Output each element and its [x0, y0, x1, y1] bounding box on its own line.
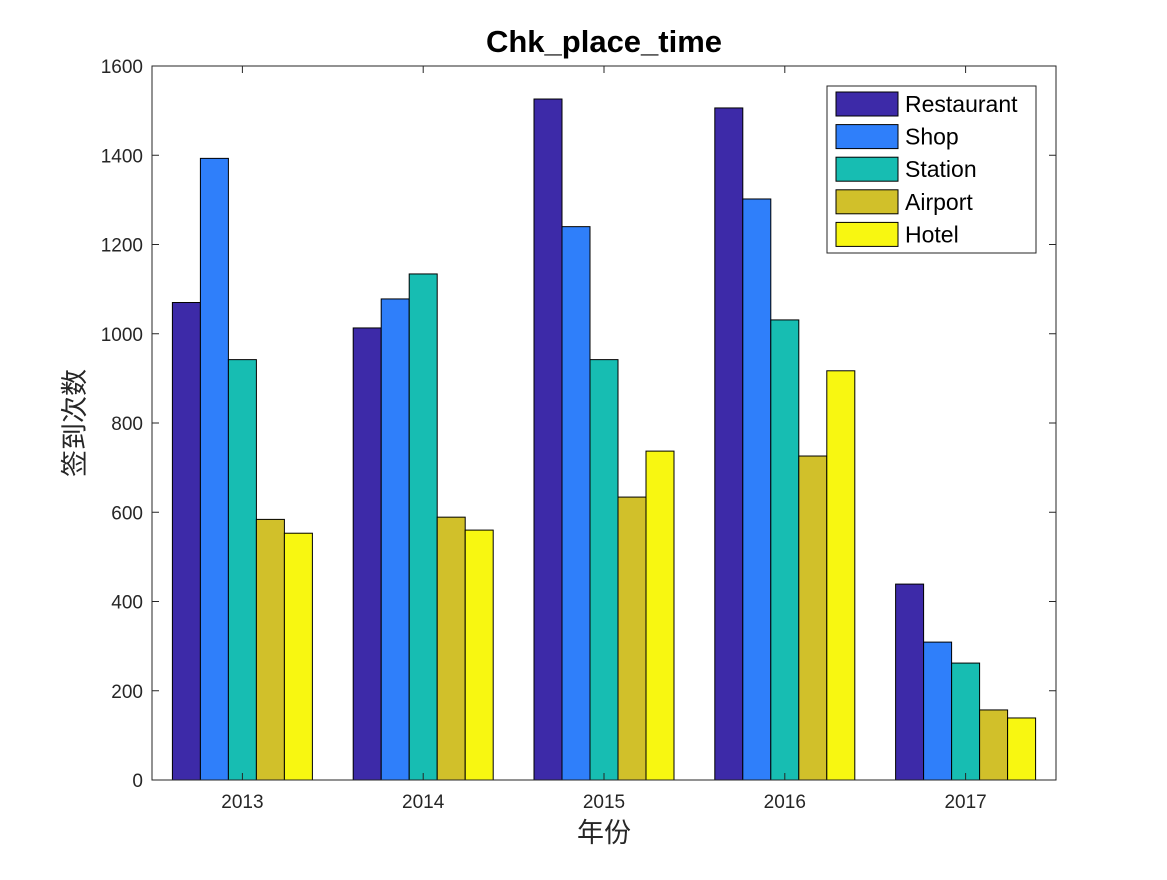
bar-airport-2017: [979, 709, 1009, 781]
legend-label-restaurant: Restaurant: [905, 91, 1018, 117]
y-tick-label: 0: [132, 771, 143, 792]
y-tick-label: 200: [111, 682, 143, 703]
legend: Restaurant Shop Station Airport Hotel: [826, 85, 1037, 254]
bar-station-2014: [408, 273, 438, 781]
bar-station-2016: [770, 319, 800, 781]
legend-swatch-hotel: [835, 221, 899, 247]
legend-label-station: Station: [905, 156, 977, 182]
y-tick-label: 1000: [101, 325, 143, 346]
bar-restaurant-2014: [352, 327, 382, 781]
bars-layer: [171, 98, 1037, 781]
bar-station-2013: [227, 359, 257, 781]
bar-shop-2016: [742, 198, 772, 781]
legend-label-hotel: Hotel: [905, 221, 959, 247]
bar-airport-2015: [617, 496, 647, 781]
legend-label-shop: Shop: [905, 124, 959, 150]
bar-shop-2013: [199, 157, 229, 781]
bar-station-2015: [589, 359, 619, 781]
legend-label-airport: Airport: [905, 189, 973, 215]
y-axis-title: 签到次数: [60, 369, 90, 477]
bar-airport-2016: [798, 455, 828, 781]
legend-swatch-restaurant: [835, 91, 899, 117]
bar-restaurant-2017: [895, 583, 925, 781]
bar-airport-2013: [255, 518, 285, 781]
y-tick-label: 1400: [101, 146, 143, 167]
bar-shop-2014: [380, 298, 410, 781]
legend-swatch-airport: [835, 189, 899, 215]
y-tick-label: 1600: [101, 57, 143, 78]
bar-station-2017: [951, 662, 981, 781]
x-tick-label: 2015: [583, 792, 625, 813]
bar-hotel-2013: [283, 532, 313, 781]
y-tick-label: 800: [111, 414, 143, 435]
y-tick-label: 1200: [101, 236, 143, 257]
x-tick-label: 2013: [221, 792, 263, 813]
bar-airport-2014: [436, 516, 466, 781]
bar-hotel-2015: [645, 450, 675, 781]
y-tick-label: 400: [111, 593, 143, 614]
bar-restaurant-2016: [714, 107, 744, 781]
x-tick-label: 2014: [402, 792, 445, 813]
x-tick-label: 2016: [764, 792, 806, 813]
bar-restaurant-2015: [533, 98, 563, 781]
y-tick-label: 600: [111, 503, 143, 524]
bar-hotel-2017: [1007, 717, 1037, 781]
bar-hotel-2016: [826, 370, 856, 781]
x-axis-title: 年份: [577, 818, 631, 848]
legend-swatch-station: [835, 156, 899, 182]
bar-hotel-2014: [464, 529, 494, 781]
chart-title: Chk_place_time: [486, 24, 722, 59]
bar-shop-2017: [923, 641, 953, 781]
x-tick-label: 2017: [944, 792, 986, 813]
bar-shop-2015: [561, 226, 591, 781]
bar-restaurant-2013: [171, 302, 201, 781]
axes-layer: 0 200 400 600 800 1000 1200 1400 1600 2013 2014 201…: [101, 57, 1057, 813]
legend-swatch-shop: [835, 124, 899, 150]
